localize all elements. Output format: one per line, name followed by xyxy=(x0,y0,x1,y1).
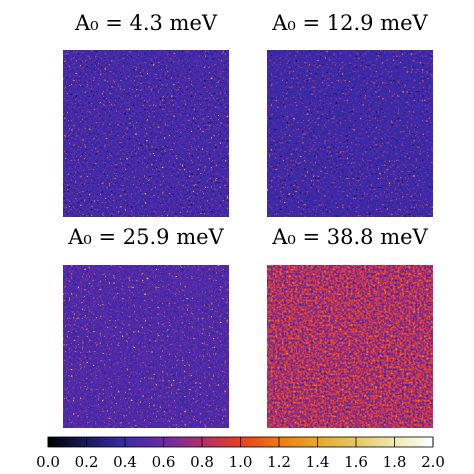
colorbar-tick-label: 1.6 xyxy=(344,453,368,471)
colorbar-tick-label: 0.8 xyxy=(190,453,214,471)
heatmap-image xyxy=(267,265,433,428)
colorbar-tick-label: 1.2 xyxy=(267,453,291,471)
colorbar-tick-label: 1.8 xyxy=(383,453,407,471)
colorbar-tick-label: 1.0 xyxy=(229,453,253,471)
heatmap-image xyxy=(267,50,433,217)
panel-title: A₀ = 38.8 meV xyxy=(271,225,428,249)
colorbar-tick-label: 2.0 xyxy=(421,453,445,471)
panel-title: A₀ = 25.9 meV xyxy=(67,225,224,249)
heatmap-image xyxy=(63,265,229,428)
colorbar-tick-label: 0.0 xyxy=(36,453,60,471)
panel-title: A₀ = 4.3 meV xyxy=(74,11,218,35)
colorbar-tick-label: 0.6 xyxy=(152,453,176,471)
panel-title: A₀ = 12.9 meV xyxy=(271,11,428,35)
colorbar-tick-label: 0.2 xyxy=(75,453,99,471)
colorbar-tick-label: 1.4 xyxy=(306,453,330,471)
colorbar-tick-label: 0.4 xyxy=(113,453,137,471)
heatmap-image xyxy=(63,50,229,217)
